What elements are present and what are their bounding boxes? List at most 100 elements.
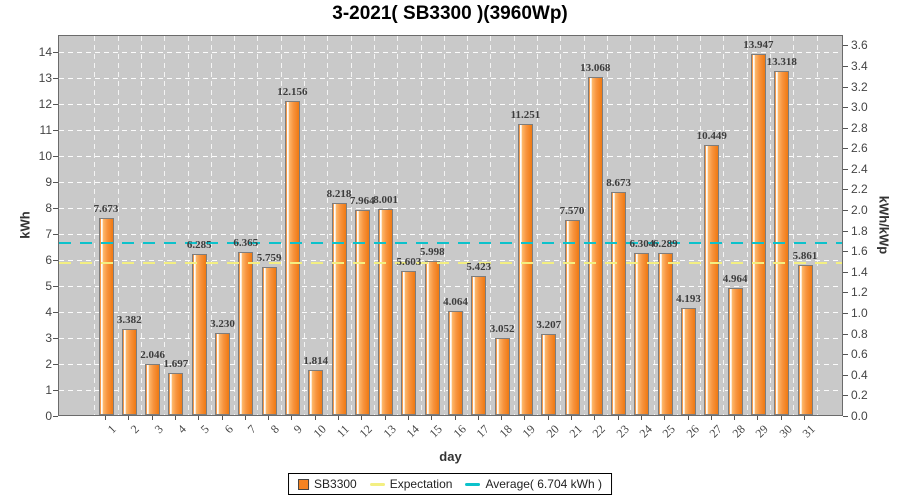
- x-axis-tick: [664, 416, 666, 420]
- bar-day-29: [750, 54, 766, 415]
- y-tick-label-right: 3.0: [851, 100, 868, 115]
- y-tick-label-right: 2.4: [851, 161, 868, 176]
- legend-label: Average( 6.704 kWh ): [485, 477, 602, 491]
- y-tick-label-left: 11: [39, 123, 52, 137]
- bar-value-label: 12.156: [277, 85, 308, 98]
- bar-value-label: 1.697: [163, 357, 189, 370]
- left-axis-tick: [53, 234, 58, 235]
- bar-value-label: 4.964: [722, 272, 748, 285]
- x-axis-tick: [804, 416, 805, 420]
- x-axis-tick: [501, 416, 503, 420]
- bar-day-15: [424, 261, 440, 415]
- bar-value-label: 6.285: [186, 238, 212, 251]
- v-gridline: [280, 36, 282, 415]
- bar-day-22: [587, 77, 603, 415]
- bar-day-4: [168, 372, 184, 415]
- right-axis-tick: [843, 86, 848, 88]
- h-gridline: [59, 78, 842, 79]
- v-gridline: [490, 36, 492, 415]
- right-axis-tick: [843, 107, 848, 109]
- y-tick-label-right: 0.6: [851, 347, 868, 362]
- right-axis-tick: [843, 292, 848, 294]
- bar-day-7: [238, 251, 254, 415]
- x-axis-tick: [524, 416, 526, 420]
- bar-value-label: 7.964: [349, 194, 375, 207]
- left-axis-tick: [53, 286, 58, 287]
- v-gridline: [140, 36, 142, 415]
- bar-value-label: 6.289: [652, 238, 678, 251]
- left-axis-tick: [53, 390, 58, 391]
- y-tick-label-right: 0.2: [851, 388, 868, 403]
- right-axis-tick: [843, 354, 848, 356]
- x-tick-label: 29: [752, 422, 772, 441]
- y-tick-label-right: 2.0: [851, 203, 868, 218]
- x-tick-label: 8: [267, 422, 282, 437]
- x-tick-label: 23: [613, 422, 632, 441]
- x-axis-tick: [291, 416, 293, 420]
- x-tick-label: 12: [356, 422, 376, 441]
- v-gridline: [583, 36, 585, 415]
- x-tick-label: 11: [333, 422, 352, 441]
- bar-day-12: [354, 209, 370, 415]
- x-tick-label: 16: [450, 422, 469, 441]
- right-axis-tick: [843, 230, 848, 232]
- bar-day-10: [308, 369, 324, 415]
- x-tick-label: 27: [706, 422, 725, 441]
- x-tick-label: 28: [729, 422, 748, 441]
- x-tick-label: 31: [799, 422, 818, 441]
- v-gridline: [653, 36, 655, 415]
- average-line-swatch-icon: [465, 482, 481, 486]
- right-axis-tick: [843, 395, 848, 397]
- bar-day-8: [261, 267, 277, 415]
- bar-day-13: [378, 208, 394, 415]
- h-gridline: [59, 52, 842, 53]
- bar-value-label: 7.570: [559, 205, 585, 218]
- h-gridline: [59, 130, 842, 131]
- left-axis-tick: [53, 312, 58, 313]
- legend-label: SB3300: [314, 477, 357, 491]
- v-gridline: [304, 36, 306, 415]
- x-tick-label: 25: [659, 422, 679, 441]
- x-tick-label: 9: [291, 422, 306, 437]
- left-axis-tick: [53, 104, 58, 105]
- bar-value-label: 5.861: [792, 249, 818, 262]
- h-gridline: [59, 208, 842, 209]
- x-axis-tick: [174, 416, 176, 420]
- h-gridline: [59, 104, 842, 105]
- bar-value-label: 8.001: [373, 193, 398, 206]
- x-axis-tick: [477, 416, 479, 420]
- bar-value-label: 13.318: [766, 55, 797, 68]
- bar-day-5: [191, 253, 207, 415]
- bar-day-1: [98, 217, 114, 415]
- bar-day-27: [704, 145, 720, 415]
- x-axis-tick: [244, 416, 246, 420]
- right-axis-tick: [843, 148, 848, 150]
- v-gridline: [443, 36, 445, 415]
- x-axis-tick: [221, 416, 223, 420]
- x-tick-label: 10: [310, 422, 329, 441]
- x-tick-label: 5: [197, 422, 213, 437]
- v-gridline: [420, 36, 422, 415]
- x-axis-tick: [198, 416, 200, 420]
- x-axis-tick: [338, 416, 339, 420]
- y-tick-label-right: 3.4: [851, 58, 868, 73]
- h-gridline: [59, 286, 842, 287]
- y-tick-label-right: 3.6: [851, 38, 868, 53]
- bar-day-14: [401, 271, 417, 415]
- bar-value-label: 13.947: [743, 39, 774, 52]
- x-axis-tick: [757, 416, 759, 420]
- y-tick-label-right: 1.0: [851, 306, 868, 321]
- y-tick-label-left: 13: [38, 71, 52, 85]
- v-gridline: [537, 36, 539, 415]
- v-gridline: [700, 36, 702, 415]
- right-axis-tick: [843, 210, 848, 212]
- v-gridline: [723, 36, 725, 415]
- bar-value-label: 5.603: [396, 256, 422, 269]
- right-axis-tick: [843, 168, 848, 170]
- legend-item-sb3300: SB3300: [298, 477, 357, 491]
- x-axis-label: day: [439, 449, 462, 464]
- left-axis-tick: [53, 208, 58, 209]
- right-axis-tick: [843, 333, 848, 335]
- bar-value-label: 5.423: [466, 261, 492, 273]
- x-tick-label: 7: [244, 422, 259, 437]
